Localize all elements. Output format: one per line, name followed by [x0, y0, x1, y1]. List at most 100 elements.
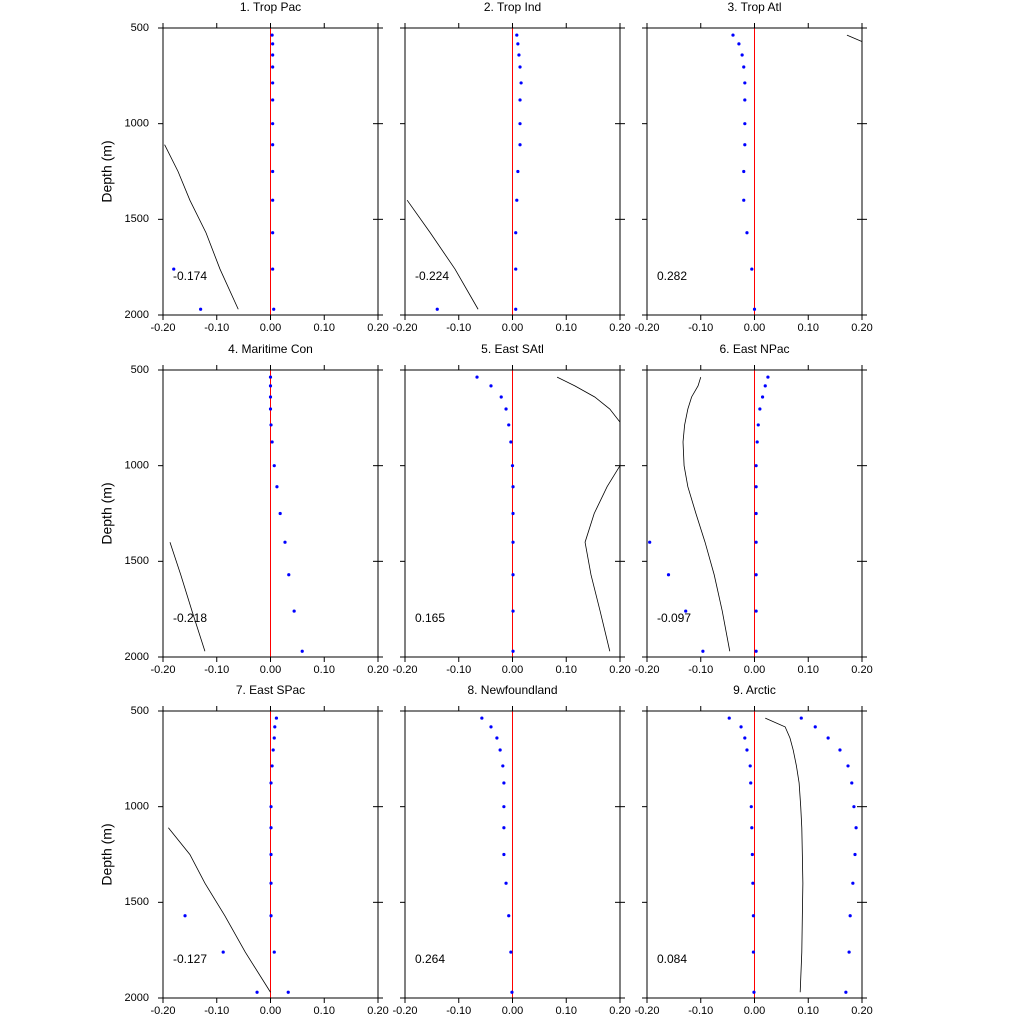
annotation: 0.084 — [657, 952, 687, 966]
x-tick-label: 0.00 — [744, 1005, 765, 1017]
x-tick-label: 0.20 — [851, 322, 872, 334]
y-tick-label: 500 — [131, 705, 149, 717]
plot-area — [168, 711, 290, 998]
x-tick-label: 0.10 — [556, 664, 577, 676]
y-tick-label: 1500 — [125, 896, 149, 908]
x-tick-label: -0.20 — [392, 664, 417, 676]
data-point — [511, 649, 515, 653]
data-point — [269, 852, 273, 857]
data-point — [743, 81, 747, 85]
x-tick-label: 0.10 — [556, 322, 577, 334]
panel-title: 9. Arctic — [733, 683, 776, 697]
annotation: -0.218 — [173, 611, 207, 625]
x-tick-label: -0.20 — [634, 664, 659, 676]
plot-area — [727, 711, 858, 998]
annotation: -0.174 — [173, 269, 207, 283]
y-axis-label: Depth (m) — [99, 140, 115, 202]
x-tick-label: 0.20 — [609, 664, 630, 676]
x-tick-label: -0.20 — [634, 1005, 659, 1017]
data-point — [743, 736, 747, 740]
data-point — [750, 267, 754, 271]
data-point — [271, 122, 275, 126]
y-tick-label: 1000 — [125, 118, 149, 130]
panel: 2. Trop Ind -0.224 -0.20 -0.10 0.00 0.10 0.20 — [392, 0, 630, 334]
x-tick-label: 0.20 — [851, 664, 872, 676]
data-point — [743, 143, 747, 147]
data-point — [742, 169, 746, 174]
data-point — [268, 384, 273, 388]
data-point — [751, 914, 756, 918]
data-point — [742, 198, 746, 202]
annotation: -0.224 — [415, 269, 449, 283]
x-tick-label: -0.10 — [688, 322, 713, 334]
data-point — [489, 725, 493, 729]
x-tick-label: -0.20 — [392, 322, 417, 334]
panel: 8. Newfoundland 0.264 -0.20 -0.10 0.00 0.10 0.… — [392, 683, 630, 1017]
data-point — [848, 914, 852, 918]
data-point — [507, 914, 511, 918]
data-point — [269, 881, 273, 885]
data-point — [502, 826, 506, 830]
x-tick-label: -0.20 — [150, 1005, 175, 1017]
data-point — [511, 573, 515, 577]
x-tick-label: 0.00 — [744, 664, 765, 676]
data-point — [754, 609, 758, 613]
data-point — [748, 764, 752, 768]
data-point — [754, 511, 758, 516]
x-tick-label: 0.10 — [314, 322, 335, 334]
data-point — [268, 375, 273, 379]
x-tick-label: -0.10 — [446, 322, 471, 334]
data-point — [292, 609, 296, 613]
plot-area — [475, 370, 620, 657]
x-tick-label: -0.20 — [150, 322, 175, 334]
data-point — [271, 143, 275, 147]
y-axis-label: Depth (m) — [99, 823, 115, 885]
profile-line — [164, 144, 239, 310]
panel-title: 4. Maritime Con — [228, 342, 313, 356]
y-tick-label: 500 — [131, 22, 149, 34]
data-point — [754, 573, 758, 577]
data-point — [750, 852, 754, 857]
data-point — [731, 33, 735, 37]
data-point — [516, 169, 520, 174]
data-point — [199, 307, 203, 311]
data-point — [269, 781, 273, 785]
data-point — [504, 407, 508, 411]
data-point — [511, 485, 515, 489]
data-point — [268, 407, 273, 411]
data-point — [511, 540, 515, 544]
data-point — [739, 725, 743, 729]
panel-title: 7. East SPac — [236, 683, 305, 697]
data-point — [826, 736, 830, 740]
plot-area — [406, 28, 523, 315]
data-point — [751, 950, 756, 954]
x-tick-label: 0.20 — [367, 1005, 388, 1017]
panel: 4. Maritime Con Depth (m) -0.218 -0.20 -0.10… — [99, 342, 389, 676]
data-point — [517, 53, 521, 57]
data-point — [271, 231, 275, 235]
data-point — [850, 781, 854, 785]
data-point — [514, 307, 518, 311]
data-point — [278, 511, 282, 516]
data-point — [648, 540, 652, 544]
data-point — [172, 267, 176, 271]
data-point — [740, 53, 744, 57]
data-point — [742, 65, 746, 69]
x-tick-label: -0.20 — [150, 664, 175, 676]
data-point — [283, 540, 287, 544]
data-point — [749, 781, 753, 785]
data-point — [504, 881, 508, 885]
data-point — [269, 826, 273, 830]
data-point — [272, 307, 276, 311]
data-point — [854, 826, 858, 830]
panel-title: 3. Trop Atl — [727, 0, 781, 14]
x-tick-label: -0.10 — [204, 1005, 229, 1017]
data-point — [502, 852, 506, 857]
data-point — [502, 805, 506, 809]
panel-title: 6. East NPac — [719, 342, 789, 356]
data-point — [509, 950, 513, 954]
panel: 1. Trop Pac Depth (m) -0.174 -0.20 -0.10 0.00… — [99, 0, 389, 334]
data-point — [799, 716, 803, 720]
data-point — [272, 736, 276, 740]
x-tick-label: 0.10 — [798, 664, 819, 676]
